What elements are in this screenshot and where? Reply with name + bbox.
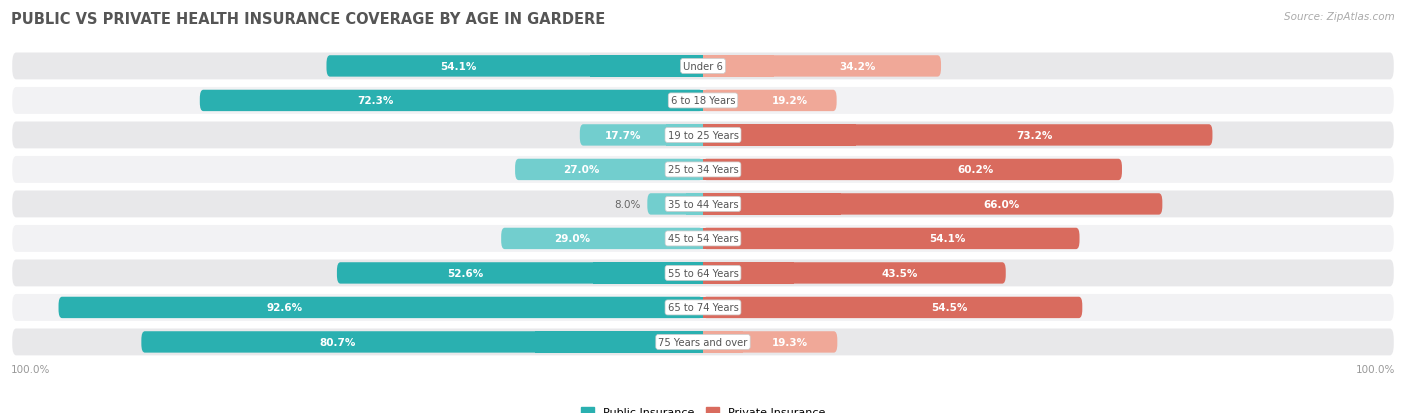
Text: 54.5%: 54.5% [931,303,967,313]
Text: 43.5%: 43.5% [882,268,918,278]
Bar [703,331,744,353]
Bar [591,56,703,78]
Bar [643,228,703,249]
Text: 29.0%: 29.0% [554,234,591,244]
Text: Source: ZipAtlas.com: Source: ZipAtlas.com [1284,12,1395,22]
Text: 25 to 34 Years: 25 to 34 Years [668,165,738,175]
FancyBboxPatch shape [200,90,703,112]
Text: 8.0%: 8.0% [614,199,640,209]
Text: 73.2%: 73.2% [1017,131,1052,140]
Text: 75 Years and over: 75 Years and over [658,337,748,347]
FancyBboxPatch shape [11,293,1395,322]
FancyBboxPatch shape [11,259,1395,288]
Bar [553,90,703,112]
Text: 35 to 44 Years: 35 to 44 Years [668,199,738,209]
FancyBboxPatch shape [11,52,1395,81]
Legend: Public Insurance, Private Insurance: Public Insurance, Private Insurance [576,403,830,413]
Text: 54.1%: 54.1% [929,234,966,244]
Text: 34.2%: 34.2% [839,62,876,72]
Bar [703,297,817,318]
FancyBboxPatch shape [11,190,1395,219]
Text: 60.2%: 60.2% [957,165,994,175]
Bar [593,263,703,284]
FancyBboxPatch shape [142,331,703,353]
Text: PUBLIC VS PRIVATE HEALTH INSURANCE COVERAGE BY AGE IN GARDERE: PUBLIC VS PRIVATE HEALTH INSURANCE COVER… [11,12,606,27]
FancyBboxPatch shape [11,328,1395,356]
Text: 52.6%: 52.6% [447,268,484,278]
FancyBboxPatch shape [703,228,1080,249]
FancyBboxPatch shape [501,228,703,249]
Text: 6 to 18 Years: 6 to 18 Years [671,96,735,106]
FancyBboxPatch shape [647,194,703,215]
Text: 80.7%: 80.7% [319,337,356,347]
Bar [509,297,703,318]
Text: 19 to 25 Years: 19 to 25 Years [668,131,738,140]
FancyBboxPatch shape [703,194,1163,215]
Text: 55 to 64 Years: 55 to 64 Years [668,268,738,278]
Bar [686,194,703,215]
Bar [703,228,815,249]
Text: 19.3%: 19.3% [772,337,808,347]
FancyBboxPatch shape [703,90,837,112]
FancyBboxPatch shape [11,87,1395,116]
Text: 27.0%: 27.0% [562,165,599,175]
FancyBboxPatch shape [337,263,703,284]
Text: 66.0%: 66.0% [983,199,1019,209]
FancyBboxPatch shape [59,297,703,318]
Bar [703,90,744,112]
FancyBboxPatch shape [703,56,941,78]
FancyBboxPatch shape [703,297,1083,318]
Bar [703,263,794,284]
Text: 100.0%: 100.0% [11,364,51,375]
FancyBboxPatch shape [11,156,1395,185]
Text: 45 to 54 Years: 45 to 54 Years [668,234,738,244]
Text: 92.6%: 92.6% [266,303,302,313]
FancyBboxPatch shape [579,125,703,146]
FancyBboxPatch shape [11,224,1395,253]
FancyBboxPatch shape [703,159,1122,181]
FancyBboxPatch shape [703,263,1005,284]
Text: 72.3%: 72.3% [357,96,394,106]
Text: 100.0%: 100.0% [1355,364,1395,375]
Text: 19.2%: 19.2% [772,96,808,106]
FancyBboxPatch shape [703,331,838,353]
Bar [703,194,841,215]
Text: Under 6: Under 6 [683,62,723,72]
FancyBboxPatch shape [11,121,1395,150]
Bar [534,331,703,353]
Bar [647,159,703,181]
Bar [703,159,828,181]
Text: 54.1%: 54.1% [440,62,477,72]
Bar [703,125,856,146]
Text: 65 to 74 Years: 65 to 74 Years [668,303,738,313]
FancyBboxPatch shape [326,56,703,78]
Bar [703,56,775,78]
FancyBboxPatch shape [703,125,1212,146]
Bar [666,125,703,146]
FancyBboxPatch shape [515,159,703,181]
Text: 17.7%: 17.7% [605,131,641,140]
